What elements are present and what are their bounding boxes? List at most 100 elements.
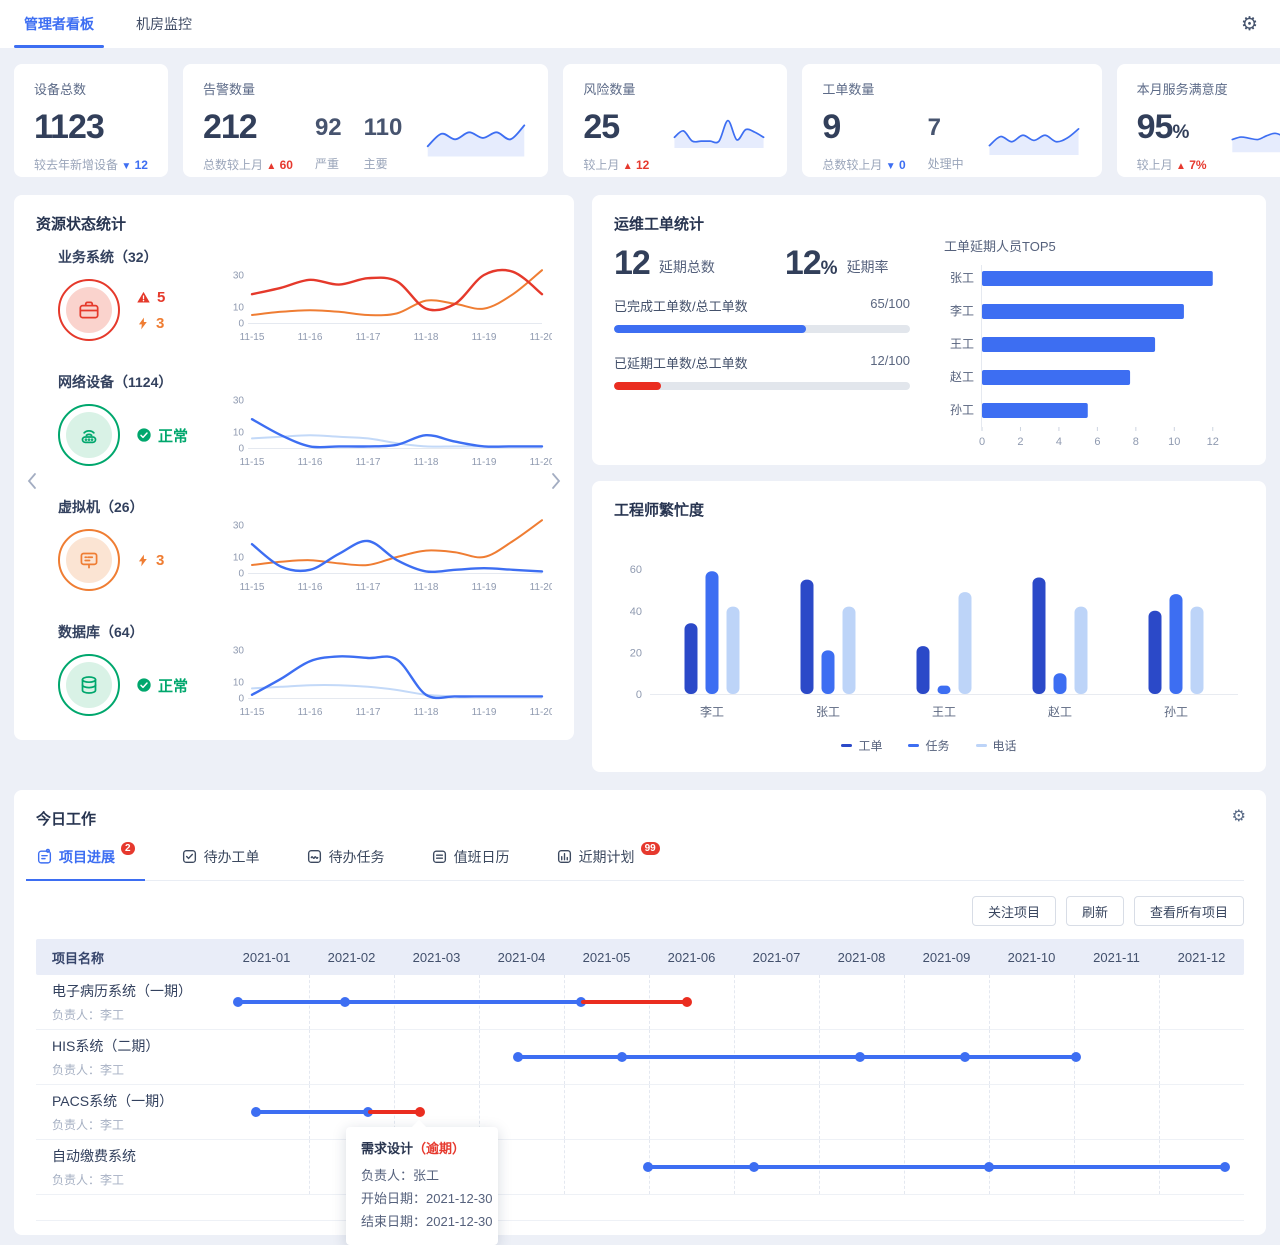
svg-text:11-19: 11-19: [472, 707, 497, 718]
svg-text:11-17: 11-17: [356, 457, 381, 468]
top-tabs: 管理者看板 机房监控: [14, 0, 194, 48]
legend-item[interactable]: 工单: [841, 737, 882, 754]
gantt-bar-segment[interactable]: [255, 1110, 368, 1114]
gantt-milestone-dot[interactable]: [749, 1162, 760, 1172]
svg-text:11-15: 11-15: [240, 332, 265, 343]
svg-text:4: 4: [1056, 436, 1062, 448]
gantt-milestone-dot[interactable]: [643, 1162, 654, 1172]
svg-text:11-19: 11-19: [472, 582, 497, 593]
chart-legend: 工单 任务 电话: [614, 737, 1244, 754]
gantt-month-header: 2021-10: [1007, 949, 1056, 965]
svg-text:张工: 张工: [816, 705, 840, 719]
project-owner: 负责人：李工: [52, 1118, 125, 1132]
gantt-milestone-dot[interactable]: [233, 997, 244, 1007]
svg-text:12: 12: [1207, 436, 1219, 448]
gantt-month-header: 2021-12: [1177, 949, 1226, 965]
svg-text:30: 30: [233, 396, 245, 407]
svg-text:20: 20: [630, 647, 642, 659]
gantt-milestone-dot[interactable]: [959, 1052, 970, 1062]
gantt-bar-segment[interactable]: [517, 1055, 1076, 1059]
work-tab-0[interactable]: 项目进展 2: [26, 842, 145, 881]
panel-settings-gear-icon[interactable]: ⚙: [1231, 808, 1246, 825]
status-normal-badge: 正常: [136, 675, 188, 696]
kpi-sub: 较去年新增设备 ▼ 12: [34, 158, 148, 172]
svg-text:孙工: 孙工: [1164, 705, 1188, 719]
svg-text:6: 6: [1094, 436, 1100, 448]
gantt-bar-segment[interactable]: [648, 1165, 1225, 1169]
follow-project-button[interactable]: 关注项目: [971, 896, 1056, 926]
svg-text:11-15: 11-15: [240, 582, 265, 593]
vm-icon: [58, 529, 120, 591]
svg-text:30: 30: [233, 271, 245, 282]
carousel-left-icon[interactable]: [26, 471, 38, 496]
up-arrow-icon: ▲: [1176, 161, 1186, 172]
gantt-milestone-dot[interactable]: [984, 1162, 994, 1172]
gantt-bar-segment[interactable]: [367, 1110, 420, 1114]
kpi-value: 212: [202, 108, 258, 146]
work-tab-4[interactable]: 近期计划 99: [556, 842, 660, 880]
work-tab-3[interactable]: 值班日历: [431, 845, 510, 880]
svg-text:0: 0: [238, 444, 244, 455]
gantt-month-header: 2021-11: [1093, 949, 1140, 965]
svg-text:11-20: 11-20: [530, 582, 552, 593]
gantt-bar-segment[interactable]: [238, 1000, 581, 1004]
progress-track: [614, 325, 910, 333]
legend-item[interactable]: 任务: [908, 737, 950, 754]
kpi-card-devices: 设备总数 1123 较去年新增设备 ▼ 12: [14, 64, 168, 177]
project-owner: 负责人：李工: [52, 1063, 125, 1077]
gantt-milestone-dot[interactable]: [512, 1052, 523, 1062]
gantt-month-header: 2021-06: [667, 949, 716, 965]
resource-status-panel: 资源状态统计 业务系统（32） 5 3 30 10 0 11-15 11-16 11-17 11-…: [14, 195, 574, 740]
tab-admin-dashboard[interactable]: 管理者看板: [14, 0, 104, 48]
gantt-gridline: [564, 1140, 565, 1194]
topbar: 管理者看板 机房监控 ⚙: [0, 0, 1280, 48]
project-name: PACS系统（一期）: [52, 1093, 174, 1109]
gantt-month-header: 2021-07: [752, 949, 801, 965]
gantt-gridline: [1074, 1085, 1075, 1139]
tab-room-monitor[interactable]: 机房监控: [136, 16, 192, 32]
gantt-milestone-dot[interactable]: [616, 1052, 627, 1062]
kpi-value: 1123: [34, 108, 105, 146]
completed-orders-progress: 已完成工单数/总工单数 65/100: [614, 296, 910, 333]
kpi-row: 设备总数 1123 较去年新增设备 ▼ 12 告警数量 212 总数较上月 ▲ …: [14, 64, 1280, 177]
gantt-milestone-dot[interactable]: [340, 997, 351, 1007]
gantt-milestone-dot[interactable]: [1219, 1162, 1230, 1172]
resource-trend-chart: 30 10 0 11-15 11-16 11-17 11-18 11-19 11-20: [233, 519, 552, 593]
legend-item[interactable]: 电话: [975, 737, 1017, 754]
gantt-milestone-dot[interactable]: [414, 1107, 425, 1117]
gantt-gridline: [479, 1030, 480, 1084]
kpi-card-orders: 工单数量 9 总数较上月 ▼ 0 7 处理中: [802, 64, 1102, 177]
carousel-right-icon[interactable]: [550, 471, 562, 496]
svg-text:0: 0: [238, 569, 244, 580]
order-trend-sparkline: [988, 128, 1080, 155]
risk-trend-sparkline: [673, 119, 765, 148]
svg-text:11-18: 11-18: [414, 457, 439, 468]
gantt-bar-segment[interactable]: [581, 1000, 688, 1004]
briefcase-icon: [58, 279, 120, 341]
svg-text:10: 10: [233, 428, 245, 439]
project-owner: 负责人：李工: [52, 1008, 125, 1022]
svg-text:孙工: 孙工: [950, 403, 974, 417]
gantt-milestone-dot[interactable]: [250, 1107, 261, 1117]
delay-rate-stat: 12% 延期率: [784, 244, 889, 282]
warning-count-badge: 3: [136, 315, 165, 332]
gantt-milestone-dot[interactable]: [1070, 1052, 1081, 1062]
svg-text:10: 10: [233, 303, 245, 314]
work-tab-1[interactable]: 待办工单: [181, 845, 260, 880]
panel-title: 工程师繁忙度: [614, 502, 705, 519]
progress-fill: [614, 325, 807, 333]
kpi-extra-major: 110 主要: [363, 114, 403, 171]
gantt-milestone-dot[interactable]: [855, 1052, 866, 1062]
gantt-milestone-dot[interactable]: [682, 997, 693, 1007]
settings-gear-icon[interactable]: ⚙: [1240, 13, 1258, 35]
view-all-projects-button[interactable]: 查看所有项目: [1133, 896, 1244, 926]
svg-text:0: 0: [238, 694, 244, 705]
svg-text:11-16: 11-16: [298, 707, 323, 718]
svg-text:11-18: 11-18: [414, 582, 439, 593]
refresh-button[interactable]: 刷新: [1065, 896, 1124, 926]
tab-badge: 99: [640, 842, 660, 855]
gantt-month-header: 2021-09: [922, 949, 971, 965]
work-tab-2[interactable]: 待办任务: [306, 845, 385, 880]
svg-text:11-16: 11-16: [298, 332, 323, 343]
svg-text:11-15: 11-15: [240, 457, 265, 468]
